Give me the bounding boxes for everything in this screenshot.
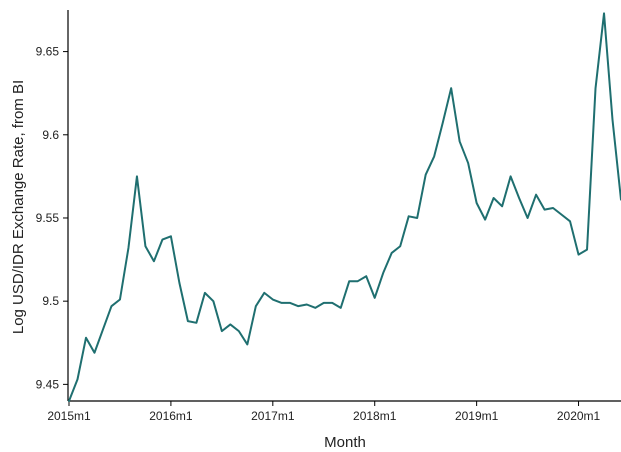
x-tick-label: 2016m1 [149, 409, 193, 423]
x-tick-label: 2017m1 [251, 409, 295, 423]
y-tick-label: 9.5 [42, 294, 59, 308]
x-tick-label: 2020m1 [557, 409, 601, 423]
plot-area [68, 12, 621, 402]
y-tick-label: 9.6 [42, 128, 59, 142]
axes: 9.45 9.5 9.55 9.6 9.65 2015m1 2016m1 2017m1 2018… [36, 10, 621, 423]
y-tick-label: 9.55 [36, 211, 60, 225]
x-tick-label: 2015m1 [47, 409, 91, 423]
x-axis-title: Month [324, 434, 366, 451]
y-tick-label: 9.65 [36, 45, 60, 59]
y-tick-label: 9.45 [36, 377, 60, 391]
x-tick-label: 2018m1 [353, 409, 397, 423]
x-tick-label: 2019m1 [455, 409, 499, 423]
series-line [68, 12, 621, 402]
y-axis-title: Log USD/IDR Exchange Rate, from BI [10, 80, 27, 334]
